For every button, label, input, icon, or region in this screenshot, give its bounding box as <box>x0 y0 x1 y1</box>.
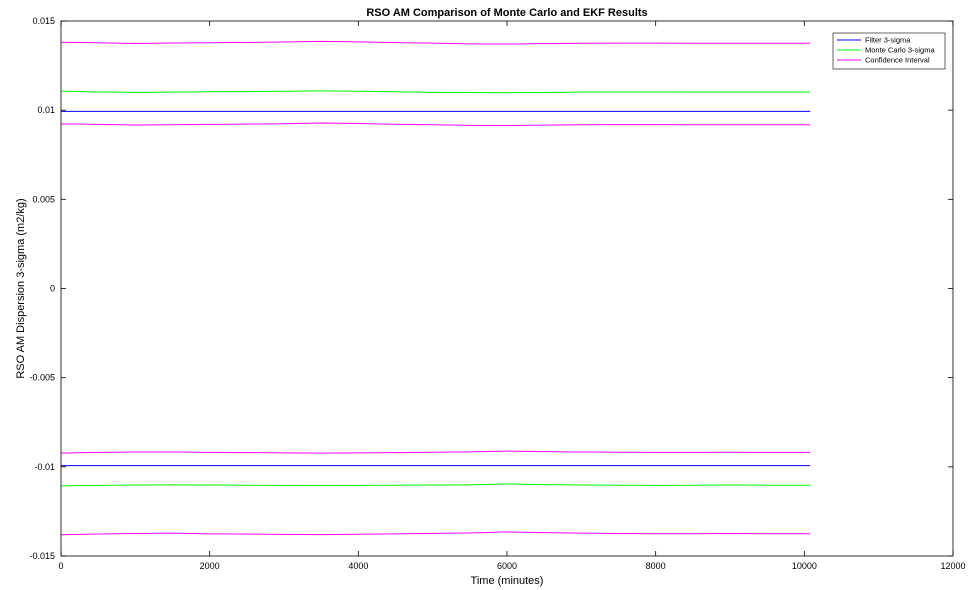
x-tick-label: 12000 <box>940 561 965 571</box>
series-line-3 <box>60 483 811 487</box>
x-tick-label: 0 <box>58 561 63 571</box>
x-tick-label: 8000 <box>646 561 666 571</box>
x-tick-label: 6000 <box>497 561 517 571</box>
y-tick-label: 0.005 <box>32 194 55 204</box>
legend-entry-label: Confidence Interval <box>865 56 930 65</box>
series-line-6 <box>60 450 811 454</box>
legend-entry-label: Filter 3-sigma <box>865 36 911 45</box>
series-line-5 <box>60 122 811 127</box>
y-tick-label: 0 <box>50 284 55 294</box>
series-line-4 <box>60 40 811 45</box>
x-tick-label: 10000 <box>792 561 817 571</box>
legend-entry-label: Monte Carlo 3-sigma <box>865 46 935 55</box>
legend-box <box>832 32 946 70</box>
series-line-2 <box>60 90 811 94</box>
x-axis-label: Time (minutes) <box>471 575 544 587</box>
chart-title: RSO AM Comparison of Monte Carlo and EKF… <box>366 7 647 19</box>
x-tick-label: 4000 <box>348 561 368 571</box>
x-tick-label: 2000 <box>200 561 220 571</box>
y-tick-label: -0.015 <box>29 551 55 561</box>
tick-layer: 0 2000 4000 6000 8000 10000 12000 -0.015 -0.01 -0… <box>29 16 965 571</box>
y-tick-label: -0.005 <box>29 373 55 383</box>
y-tick-label: -0.01 <box>34 462 55 472</box>
series-line-7 <box>60 531 811 536</box>
y-axis-label: RSO AM Dispersion 3-sigma (m2/kg) <box>15 198 27 378</box>
y-tick-label: 0.01 <box>37 105 55 115</box>
y-tick-label: 0.015 <box>32 16 55 26</box>
plot-layer <box>60 40 811 536</box>
